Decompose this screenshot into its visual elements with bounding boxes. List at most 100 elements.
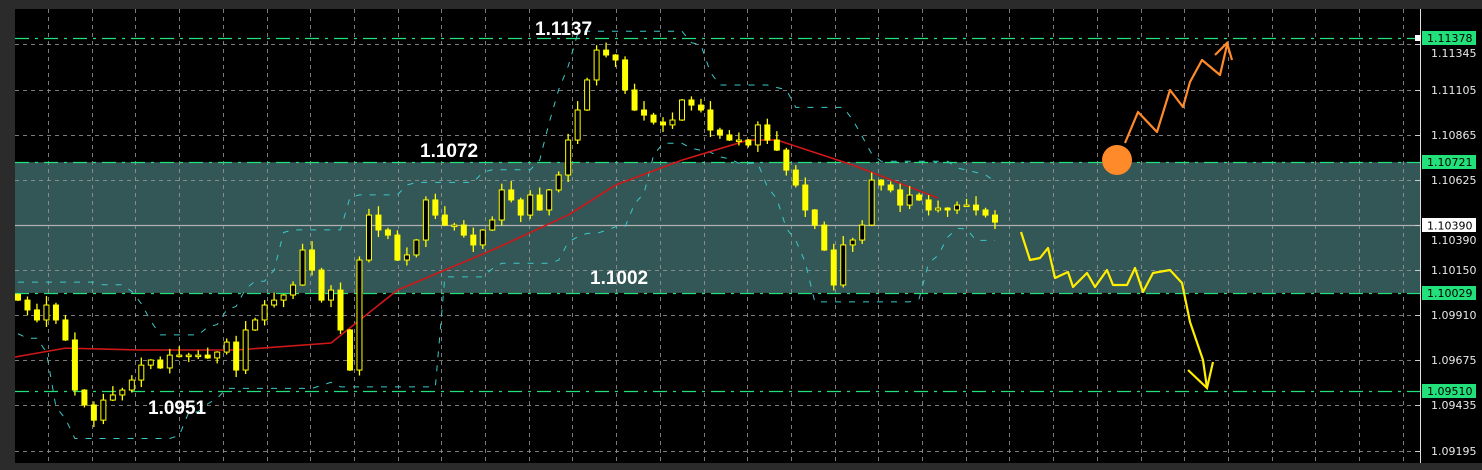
candle-body (128, 379, 135, 391)
candle-body (555, 174, 562, 191)
candle-body (309, 249, 316, 271)
candle-body (185, 354, 192, 358)
candle-body (81, 389, 88, 406)
candle-body (697, 104, 704, 111)
axis-tick-label: 1.10390 (1431, 234, 1477, 247)
candle-body (166, 354, 173, 369)
bearish-projection-path (1019, 231, 1209, 389)
candle-body (147, 359, 154, 366)
candle-body (897, 189, 904, 206)
axis-tick-label: 1.09435 (1431, 399, 1477, 412)
candle-body (735, 139, 742, 143)
candle-body (176, 354, 183, 358)
moving-average-line (14, 139, 939, 358)
candle-body (100, 399, 107, 421)
candle-body (451, 224, 458, 228)
current-price-tag (1422, 218, 1476, 232)
candle-body (52, 304, 59, 321)
candle-body (460, 224, 467, 236)
candle-body (944, 207, 951, 211)
candle-body (394, 234, 401, 261)
axis-tick-label: 1.10625 (1431, 174, 1477, 187)
candle-body (878, 179, 885, 186)
projection-drawings (1019, 40, 1234, 391)
lower-band (17, 142, 995, 439)
bullish-arrow-icon (1214, 40, 1234, 61)
candle-body (726, 134, 733, 141)
candle-body (280, 294, 287, 301)
candle-body (71, 339, 78, 391)
axis-tick-label: 1.09910 (1431, 309, 1477, 322)
candle-body (252, 319, 259, 331)
annotation-high: 1.1137 (535, 19, 592, 40)
annotation-support: 1.1002 (590, 268, 648, 289)
candle-body (849, 239, 856, 246)
candle-body (916, 194, 923, 201)
level-price-tag (1422, 31, 1476, 45)
axis-tick-label: 1.10865 (1431, 129, 1477, 142)
candle-body (840, 244, 847, 286)
horizontal-levels[interactable] (15, 37, 1420, 393)
candle-body (593, 49, 600, 81)
level-price-tag (1422, 155, 1476, 169)
projection-start-dot (1102, 145, 1132, 175)
annotation-resistance: 1.1072 (420, 141, 478, 162)
candle-body (328, 289, 335, 301)
candle-body (963, 204, 970, 208)
support-resistance-zone (15, 162, 1420, 293)
candle-body (214, 351, 221, 359)
candle-body (811, 209, 818, 226)
candle-body (223, 341, 230, 353)
level-handle-icon[interactable] (1415, 35, 1421, 41)
candle-body (432, 199, 439, 216)
candle-body (612, 54, 619, 61)
candle-body (574, 109, 581, 141)
candle-body (678, 99, 685, 121)
candle-body (688, 99, 695, 106)
candle-body (868, 179, 875, 226)
candle-body (716, 129, 723, 136)
candle-body (982, 209, 989, 216)
candle-body (242, 329, 249, 371)
price-axis-labels: 1.11378 1.10721 1.10029 1.09510 1.10390 (1415, 31, 1476, 398)
axis-tick-label: 1.09675 (1431, 354, 1477, 367)
candle-body (109, 394, 116, 401)
candle-body (337, 289, 344, 331)
candle-body (792, 169, 799, 186)
candle-body (707, 109, 714, 131)
candle-body (318, 269, 325, 301)
level-price-tag (1422, 384, 1476, 398)
candle-body (830, 249, 837, 286)
candle-body (783, 149, 790, 171)
candle-body (271, 299, 278, 306)
candles (15, 42, 998, 428)
zone-fill (15, 162, 1420, 293)
candle-body (565, 139, 572, 176)
candle-body (422, 199, 429, 241)
candle-body (356, 259, 363, 371)
price-annotations: 1.1137 1.1072 1.1002 1.0951 (148, 19, 648, 419)
candle-body (346, 329, 353, 371)
grid (15, 9, 1420, 463)
moving-average (14, 139, 939, 358)
candle-body (603, 49, 610, 56)
candle-body (906, 194, 913, 206)
candle-body (546, 189, 553, 211)
candle-body (43, 304, 50, 321)
candle-body (470, 234, 477, 246)
axis-tick-label: 1.11345 (1431, 47, 1477, 60)
candle-body (441, 214, 448, 226)
bullish-projection-path (1123, 44, 1229, 144)
envelope-bands (17, 30, 996, 439)
candle-body (138, 364, 145, 381)
candle-body (195, 354, 202, 358)
candle-body (90, 404, 97, 421)
candle-body (859, 224, 866, 241)
candle-body (290, 284, 297, 296)
level-price-tag (1422, 286, 1476, 300)
candle-body (745, 139, 752, 146)
level-price-label: 1.10721 (1427, 156, 1473, 169)
current-price-label: 1.10390 (1427, 220, 1473, 233)
